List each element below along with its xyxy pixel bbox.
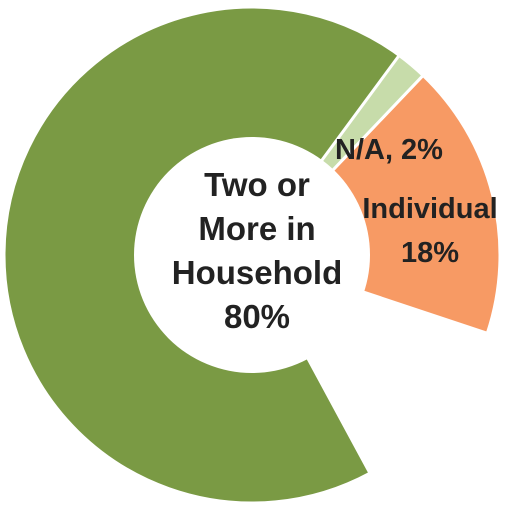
label-two-or-more-in-household: Two or More in Household 80% bbox=[172, 166, 343, 335]
label-individual: Individual 18% bbox=[362, 193, 497, 269]
label-individual-line-2: 18% bbox=[401, 237, 459, 269]
label-two-or-more-in-household-line-2: More in bbox=[198, 210, 315, 247]
labels-group: Two or More in Household 80% Individual 18% N/… bbox=[172, 134, 498, 335]
label-n-a: N/A, 2% bbox=[335, 134, 443, 166]
label-n-a-line-1: N/A, 2% bbox=[335, 134, 443, 166]
donut-hole bbox=[134, 137, 370, 373]
label-two-or-more-in-household-line-4: 80% bbox=[224, 298, 290, 335]
label-two-or-more-in-household-line-1: Two or bbox=[204, 166, 310, 203]
label-individual-line-1: Individual bbox=[362, 193, 497, 225]
label-two-or-more-in-household-line-3: Household bbox=[172, 254, 343, 291]
